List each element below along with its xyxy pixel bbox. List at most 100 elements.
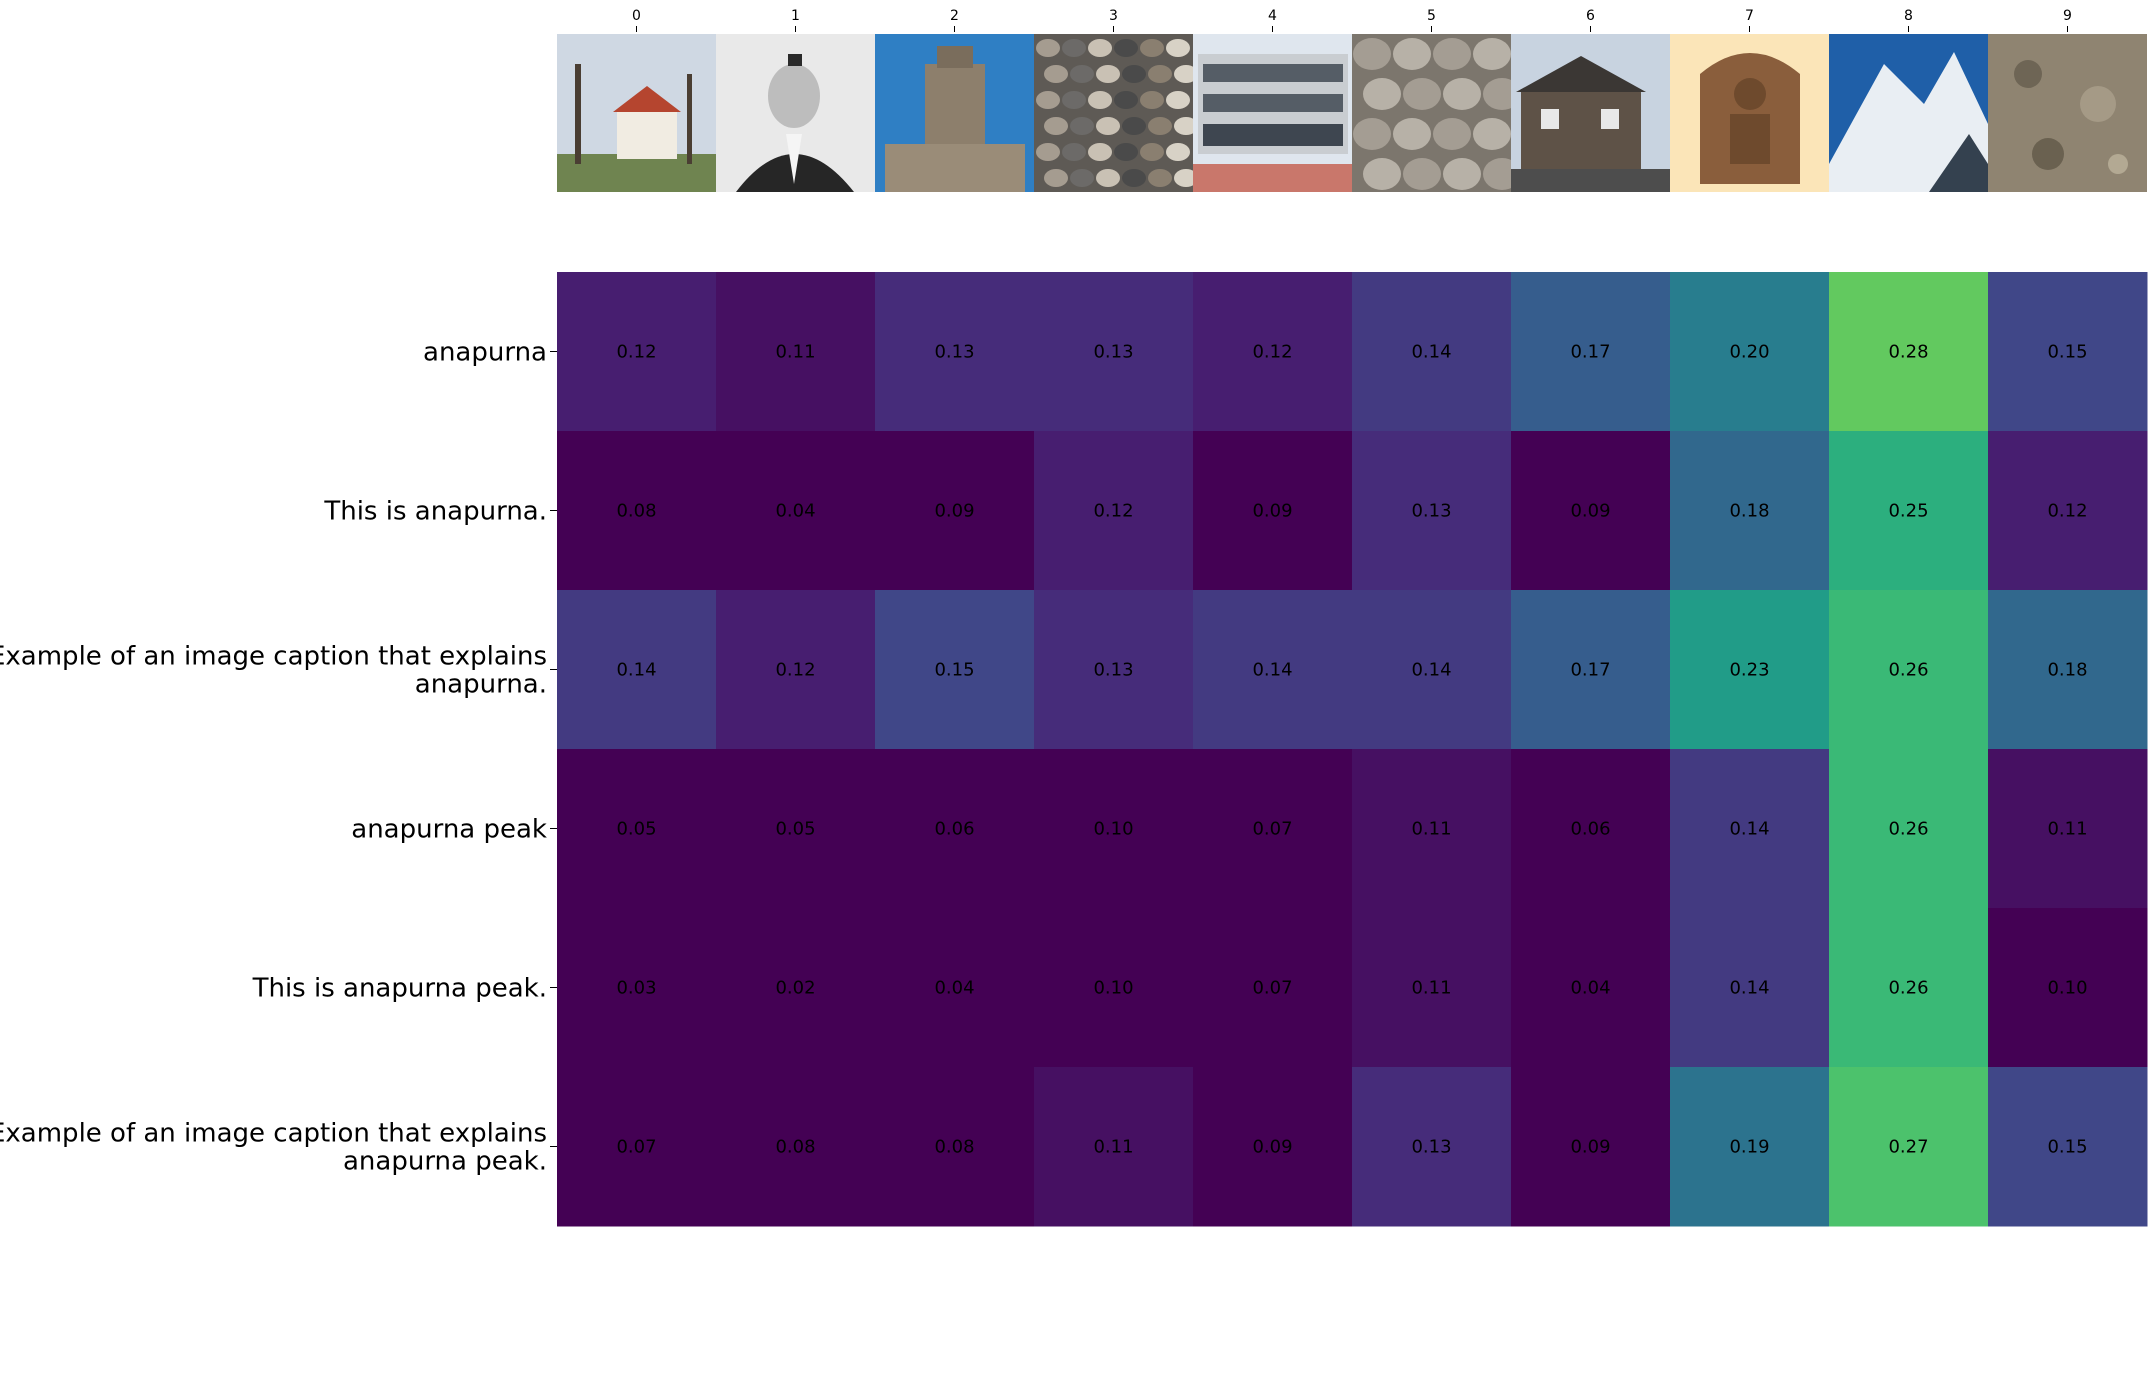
heatmap-cell [1511, 1067, 1671, 1227]
cell-value-label: 0.17 [1570, 342, 1610, 363]
heatmap-cell [557, 431, 717, 591]
cell-value-label: 0.20 [1729, 342, 1769, 363]
heatmap-cell [875, 272, 1035, 432]
column-tick-label: 8 [1904, 8, 1913, 24]
cell-value-label: 0.12 [616, 342, 656, 363]
cell-value-label: 0.12 [775, 660, 815, 681]
carved-deity-sculpture-photo [1670, 34, 1829, 192]
column-tick-label: 2 [950, 8, 959, 24]
cell-value-label: 0.07 [616, 1137, 656, 1158]
column-tick-label: 1 [791, 8, 800, 24]
cell-value-label: 0.10 [1093, 819, 1133, 840]
cell-value-label: 0.15 [934, 660, 974, 681]
cell-value-label: 0.11 [775, 342, 815, 363]
heatmap-cell [1511, 908, 1671, 1068]
heatmap-cell [1193, 272, 1353, 432]
cell-value-label: 0.06 [934, 819, 974, 840]
heatmap-cell [1829, 431, 1989, 591]
cell-value-label: 0.03 [616, 978, 656, 999]
heatmap-cell [875, 908, 1035, 1068]
row-label: Example of an image caption that explain… [0, 642, 547, 700]
cell-value-label: 0.14 [1729, 978, 1769, 999]
cell-value-label: 0.12 [1252, 342, 1292, 363]
heatmap-cell [1352, 272, 1512, 432]
cell-value-label: 0.09 [1252, 1137, 1292, 1158]
heatmap-cell [1511, 431, 1671, 591]
heatmap-cell [1352, 908, 1512, 1068]
cell-value-label: 0.02 [775, 978, 815, 999]
cell-value-label: 0.10 [2047, 978, 2087, 999]
heatmap-cell [1829, 1067, 1989, 1227]
cell-value-label: 0.07 [1252, 978, 1292, 999]
column-tick-label: 9 [2063, 8, 2072, 24]
heatmap-cell [1034, 272, 1194, 432]
cell-value-label: 0.04 [1570, 978, 1610, 999]
row-label: anapurna [423, 338, 547, 368]
heatmap-cell [875, 749, 1035, 909]
modern-building-photo [1193, 34, 1352, 192]
heatmap-cell [1988, 431, 2148, 591]
heatmap-cell [1829, 590, 1989, 750]
heatmap-cell [1670, 908, 1830, 1068]
heatmap-cell [557, 908, 717, 1068]
column-tick-label: 3 [1109, 8, 1118, 24]
cell-value-label: 0.14 [1729, 819, 1769, 840]
heatmap-cell [1988, 749, 2148, 909]
heatmap-cell [557, 272, 717, 432]
row-label: anapurna peak [351, 815, 547, 845]
heatmap-cell [875, 1067, 1035, 1227]
column-tick-label: 4 [1268, 8, 1277, 24]
man-portrait-photo [716, 34, 875, 192]
heatmap-cell [557, 749, 717, 909]
cell-value-label: 0.04 [934, 978, 974, 999]
cell-value-label: 0.08 [616, 501, 656, 522]
cell-value-label: 0.26 [1888, 978, 1928, 999]
heatmap-cell [1511, 590, 1671, 750]
heatmap-cell [1670, 1067, 1830, 1227]
heatmap-cell [875, 431, 1035, 591]
cell-value-label: 0.18 [2047, 660, 2087, 681]
heatmap-cell [1193, 1067, 1353, 1227]
stone-house-photo [1511, 34, 1670, 192]
heatmap-cell [1034, 431, 1194, 591]
heatmap-cell [1034, 590, 1194, 750]
heatmap-cell [1511, 272, 1671, 432]
heatmap-cell [1352, 590, 1512, 750]
heatmap-cell [1193, 749, 1353, 909]
heatmap-cell [1511, 749, 1671, 909]
cell-value-label: 0.27 [1888, 1137, 1928, 1158]
cell-value-label: 0.19 [1729, 1137, 1769, 1158]
cell-value-label: 0.08 [775, 1137, 815, 1158]
heatmap-cell [1193, 431, 1353, 591]
cell-value-label: 0.12 [2047, 501, 2087, 522]
cell-value-label: 0.15 [2047, 1137, 2087, 1158]
heatmap-cell [1352, 1067, 1512, 1227]
rough-rock-texture-photo [1988, 34, 2147, 192]
cell-value-label: 0.14 [1411, 660, 1451, 681]
heatmap-cell [557, 1067, 717, 1227]
heatmap-cell [1193, 590, 1353, 750]
cell-value-label: 0.13 [1411, 501, 1451, 522]
heatmap-cell [557, 590, 717, 750]
cell-value-label: 0.12 [1093, 501, 1133, 522]
cell-value-label: 0.13 [1093, 660, 1133, 681]
cell-value-label: 0.25 [1888, 501, 1928, 522]
heatmap-cell [716, 590, 876, 750]
heatmap-cell [1193, 908, 1353, 1068]
cell-value-label: 0.26 [1888, 819, 1928, 840]
column-tick-label: 6 [1586, 8, 1595, 24]
heatmap-cell [1352, 749, 1512, 909]
cell-value-label: 0.09 [1570, 501, 1610, 522]
heatmap-cell [1829, 749, 1989, 909]
cell-value-label: 0.14 [1252, 660, 1292, 681]
pebbles-closeup-photo [1034, 34, 1198, 192]
cell-value-label: 0.08 [934, 1137, 974, 1158]
cell-value-label: 0.11 [1093, 1137, 1133, 1158]
column-tick-label: 5 [1427, 8, 1436, 24]
heatmap-cell [716, 431, 876, 591]
cell-value-label: 0.17 [1570, 660, 1610, 681]
heatmap-cell [1670, 431, 1830, 591]
cell-value-label: 0.11 [1411, 819, 1451, 840]
